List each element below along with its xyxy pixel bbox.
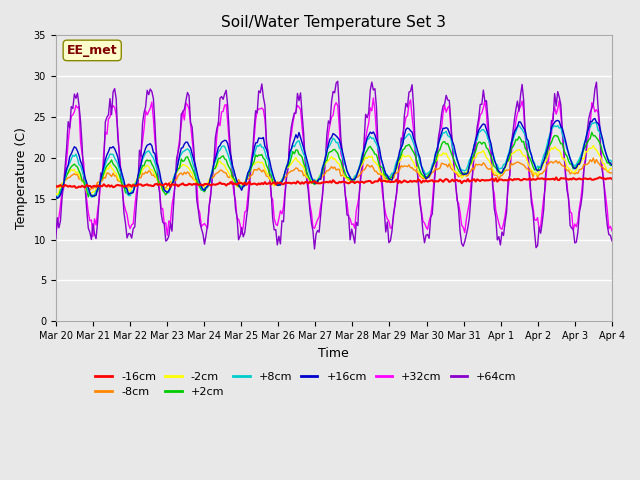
Y-axis label: Temperature (C): Temperature (C) <box>15 127 28 229</box>
Legend: -16cm, -8cm, -2cm, +2cm, +8cm, +16cm, +32cm, +64cm: -16cm, -8cm, -2cm, +2cm, +8cm, +16cm, +3… <box>91 367 521 401</box>
Text: EE_met: EE_met <box>67 44 118 57</box>
X-axis label: Time: Time <box>319 347 349 360</box>
Title: Soil/Water Temperature Set 3: Soil/Water Temperature Set 3 <box>221 15 446 30</box>
